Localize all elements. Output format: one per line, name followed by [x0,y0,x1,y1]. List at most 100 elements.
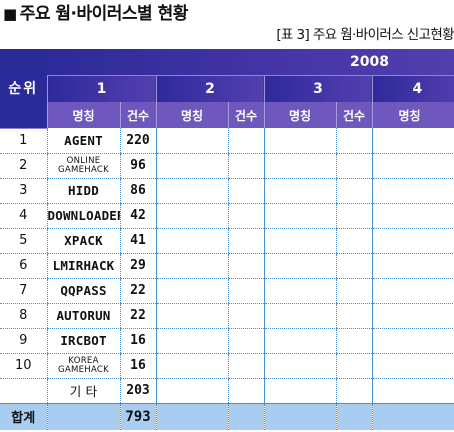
empty-cell [227,178,264,204]
empty-cell [227,378,264,404]
rank-cell: 8 [0,303,47,329]
virus-name-cell: AGENT [46,128,120,154]
count-cell: 29 [119,253,156,279]
rank-header: 순위 [0,49,47,129]
empty-cell [335,353,372,379]
total-cell [263,402,336,430]
empty-cell [155,378,228,404]
empty-cell [335,203,372,229]
empty-cell [155,153,228,179]
empty-cell [263,253,336,279]
month-header-3: 3 [263,75,372,102]
table-row: 10 KOREA GAMEHACK 16 [0,353,454,379]
table-caption: [표 3] 주요 웜·바이러스 신고현황 [276,27,454,43]
empty-cell [371,303,454,329]
virus-name-cell: ONLINE GAMEHACK [46,153,120,179]
count-cell: 86 [119,178,156,204]
rank-cell: 2 [0,153,47,179]
table-row: 3 HIDD 86 [0,178,454,204]
empty-cell [155,178,228,204]
empty-cell [155,303,228,329]
page-title: ■ 주요 웜·바이러스별 현황 [3,2,188,26]
empty-cell [263,203,336,229]
virus-name-cell: IRCBOT [46,328,120,354]
total-count: 793 [119,402,156,430]
virus-name-cell: XPACK [46,228,120,254]
total-cell [371,402,454,430]
count-header: 건수 [227,102,264,128]
name-header: 명칭 [46,102,120,128]
empty-cell [335,303,372,329]
name-header: 명칭 [155,102,228,128]
virus-name-cell: LMIRHACK [46,253,120,279]
count-cell: 42 [119,203,156,229]
rank-cell: 4 [0,203,47,229]
empty-cell [371,228,454,254]
table-row: 5 XPACK 41 [0,228,454,254]
empty-cell [371,178,454,204]
empty-cell [371,328,454,354]
empty-cell [155,203,228,229]
empty-cell [155,128,228,154]
empty-cell [263,128,336,154]
empty-cell [335,253,372,279]
empty-cell [263,328,336,354]
empty-cell [371,128,454,154]
empty-cell [263,303,336,329]
virus-report-table: 순위 2008 1 2 3 4 명칭 건수 명칭 건수 명칭 건수 명칭 1 AG… [0,49,454,430]
empty-cell [263,278,336,304]
month-header-1: 1 [46,75,156,102]
virus-name-cell: QQPASS [46,278,120,304]
year-header: 2008 [47,49,454,76]
virus-name-cell: AUTORUN [46,303,120,329]
table-row: 7 QQPASS 22 [0,278,454,304]
etc-name: 기 타 [46,378,120,404]
virus-name-cell: DOWNLOADER [46,203,120,229]
virus-name-cell: HIDD [46,178,120,204]
empty-cell [263,378,336,404]
table-row: 4 DOWNLOADER 42 [0,203,454,229]
rank-cell: 7 [0,278,47,304]
count-cell: 16 [119,353,156,379]
empty-cell [227,253,264,279]
empty-cell [263,353,336,379]
count-cell: 220 [119,128,156,154]
empty-cell [227,353,264,379]
total-name-cell [46,402,120,430]
rank-cell: 3 [0,178,47,204]
table-row: 6 LMIRHACK 29 [0,253,454,279]
empty-cell [227,328,264,354]
empty-cell [371,278,454,304]
table-row: 2 ONLINE GAMEHACK 96 [0,153,454,179]
empty-cell [155,278,228,304]
rank-cell: 10 [0,353,47,379]
etc-count: 203 [119,378,156,404]
virus-name-cell: KOREA GAMEHACK [46,353,120,379]
empty-cell [263,228,336,254]
table-row: 1 AGENT 220 [0,128,454,154]
rank-cell: 5 [0,228,47,254]
empty-cell [371,353,454,379]
count-cell: 22 [119,303,156,329]
empty-cell [335,278,372,304]
empty-cell [227,303,264,329]
month-header-4: 4 [371,75,454,102]
count-header: 건수 [119,102,156,128]
empty-cell [227,153,264,179]
empty-cell [371,253,454,279]
square-marker-icon: ■ [3,5,17,23]
rank-cell: 1 [0,128,47,154]
count-cell: 96 [119,153,156,179]
empty-cell [263,153,336,179]
empty-cell [227,128,264,154]
total-cell [227,402,264,430]
page-title-text: 주요 웜·바이러스별 현황 [19,4,189,24]
empty-cell [155,328,228,354]
empty-cell [155,228,228,254]
count-cell: 22 [119,278,156,304]
empty-cell [335,128,372,154]
empty-cell [263,178,336,204]
total-cell [155,402,228,430]
empty-cell [155,353,228,379]
rank-cell: 9 [0,328,47,354]
